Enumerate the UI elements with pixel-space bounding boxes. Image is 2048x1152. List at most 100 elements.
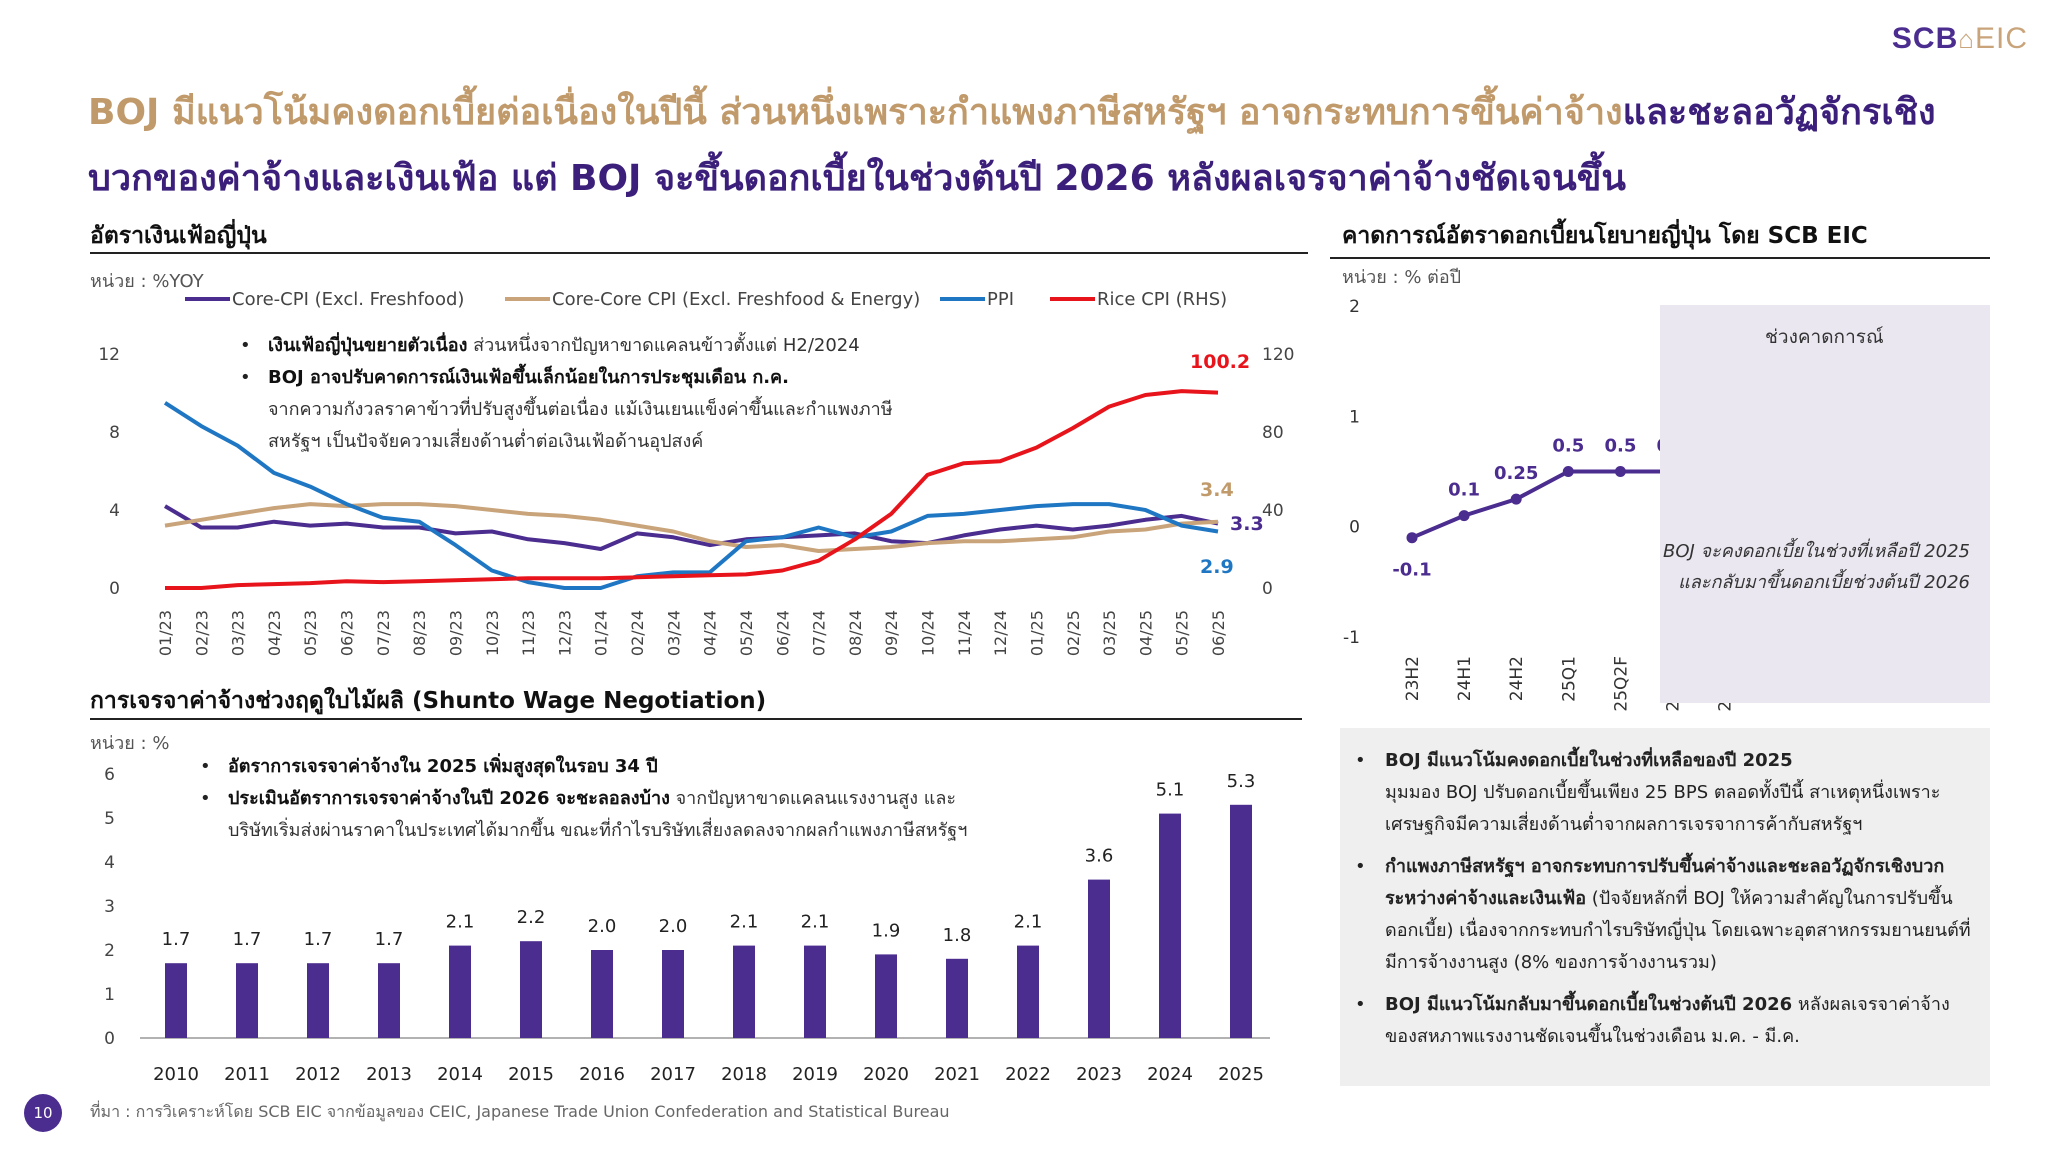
x-tick-label: 09/24 [882,610,901,656]
policy-value-label: 0.5 [1604,436,1636,457]
wage-rule [90,718,1302,720]
x-tick-label: 2017 [650,1064,696,1085]
x-tick-label: 11/23 [519,610,538,656]
legend-label: PPI [987,289,1014,310]
policy-point [1614,466,1626,477]
x-tick-label: 07/24 [810,610,829,656]
x-tick-label: 2020 [863,1064,909,1085]
x-tick-label: 24H2 [1507,656,1527,701]
wage-bar [520,941,542,1038]
bar-value-label: 1.7 [375,929,404,950]
policy-point [1406,532,1418,544]
x-tick-label: 03/23 [229,610,248,656]
x-tick-label: 2013 [366,1064,412,1085]
x-tick-label: 04/23 [265,610,284,656]
legend-label: Core-Core CPI (Excl. Freshfood & Energy) [552,289,920,310]
y2-tick-label: 0 [1262,579,1273,599]
y-tick-label: 2 [1349,297,1360,317]
policy-point [1458,510,1470,522]
wage-bar [733,945,755,1038]
x-tick-label: 12/24 [991,610,1010,656]
x-tick-label: 2011 [224,1064,270,1085]
policy-title: คาดการณ์อัตราดอกเบี้ยนโยบายญี่ปุ่น โดย S… [1342,223,1868,249]
y2-tick-label: 40 [1262,501,1284,521]
end-label-rice: 100.2 [1190,351,1250,373]
wage-bar [378,963,400,1038]
x-tick-label: 07/23 [374,610,393,656]
x-tick-label: 11/24 [955,610,974,656]
policy-rule [1330,257,1990,259]
wage-bar [804,945,826,1038]
series-line [164,502,1219,553]
x-tick-label: 10/24 [919,610,938,656]
inflation-title: อัตราเงินเฟ้อญี่ปุ่น [90,223,267,249]
x-tick-label: 04/24 [701,610,720,656]
policy-value-label: 0.5 [1552,436,1584,457]
summary-box [1340,728,1990,1086]
y-tick-label: -1 [1343,628,1360,648]
bar-value-label: 2.0 [588,916,617,937]
x-tick-label: 2024 [1147,1064,1193,1085]
source-note: ที่มา : การวิเคราะห์โดย SCB EIC จากข้อมู… [90,1102,950,1121]
y2-tick-label: 80 [1262,423,1284,443]
wage-bar [662,950,684,1038]
y-tick-label: 8 [109,423,120,443]
bar-value-label: 1.8 [943,925,972,946]
bar-value-label: 1.7 [304,929,333,950]
x-tick-label: 01/23 [156,610,175,656]
x-tick-label: 01/24 [592,610,611,656]
x-tick-label: 05/23 [301,610,320,656]
wage-bar [449,945,471,1038]
bar-value-label: 1.7 [162,929,191,950]
x-tick-label: 2018 [721,1064,767,1085]
x-tick-label: 08/23 [410,610,429,656]
bar-value-label: 1.7 [233,929,262,950]
y-tick-label: 0 [104,1029,115,1049]
y-tick-label: 4 [109,501,120,521]
forecast-shade [1660,305,1990,703]
x-tick-label: 06/23 [338,610,357,656]
x-tick-label: 2019 [792,1064,838,1085]
wage-unit: หน่วย : % [90,733,170,754]
x-tick-label: 05/25 [1173,610,1192,656]
y-tick-label: 2 [104,941,115,961]
x-tick-label: 06/24 [773,610,792,656]
y-tick-label: 6 [104,765,115,785]
inflation-notes: • เงินเฟ้อญี่ปุ่นขยายตัวเนื่อง ส่วนหนึ่งจ… [240,335,893,452]
end-label-core: 3.3 [1230,513,1264,535]
bar-value-label: 2.1 [730,912,759,933]
x-tick-label: 02/23 [192,610,211,656]
bar-value-label: 3.6 [1085,846,1114,867]
legend-label: Rice CPI (RHS) [1097,289,1227,310]
x-tick-label: 2015 [508,1064,554,1085]
x-tick-label: 2016 [579,1064,625,1085]
x-tick-label: 04/25 [1136,610,1155,656]
x-tick-label: 2014 [437,1064,483,1085]
bar-value-label: 1.9 [872,920,901,941]
bar-value-label: 2.1 [801,912,830,933]
wage-bar [875,954,897,1038]
x-tick-label: 03/24 [664,610,683,656]
x-tick-label: 24H1 [1455,656,1475,701]
wage-bar [1230,804,1252,1038]
wage-bar [307,963,329,1038]
wage-bar [1159,813,1181,1038]
y-tick-label: 0 [1349,518,1360,538]
policy-point [1562,466,1574,477]
wage-bar [236,963,258,1038]
wage-bar [165,963,187,1038]
wage-bar [1088,879,1110,1038]
end-label-corecore: 3.4 [1200,479,1234,501]
y-tick-label: 4 [104,853,115,873]
series-line [163,504,1219,551]
series-line [165,389,1219,590]
y-tick-label: 5 [104,809,115,829]
scb-eic-logo: SCB⌂EIC [1891,22,2028,55]
x-tick-label: 12/23 [555,610,574,656]
bar-value-label: 2.0 [659,916,688,937]
bar-value-label: 2.1 [446,912,475,933]
page-number: 10 [24,1094,62,1132]
forecast-label: ช่วงคาดการณ์ [1765,326,1884,348]
x-tick-label: 10/23 [483,610,502,656]
policy-value-label: 0.25 [1494,463,1538,484]
